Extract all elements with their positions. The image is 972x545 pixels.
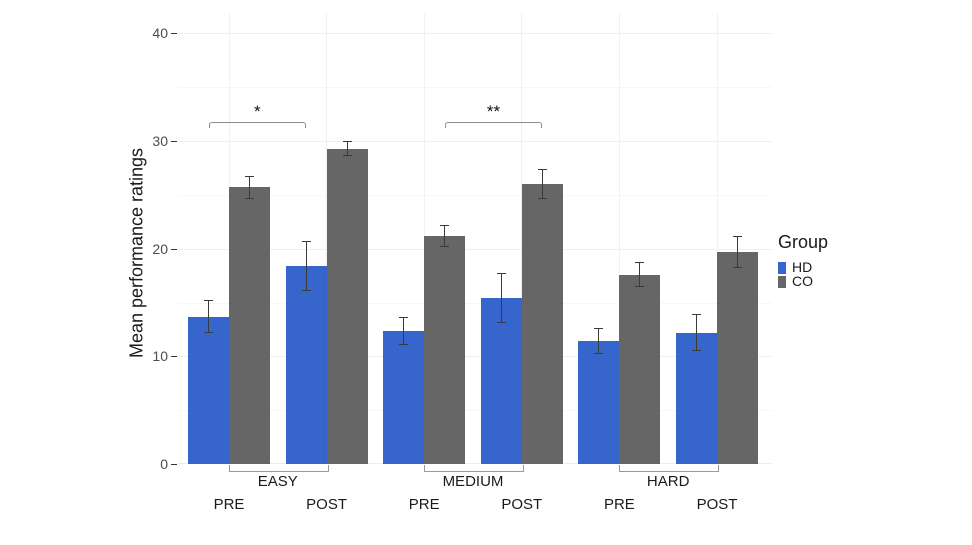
error-bar-co-easy-post-cap-bottom (342, 155, 352, 157)
y-tick-label: 40 (152, 25, 168, 42)
error-bar-co-hard-pre-cap-bottom (635, 286, 645, 288)
group-label-easy: EASY (257, 473, 298, 490)
error-bar-hd-medium-post-cap-top (496, 273, 506, 275)
error-bar-co-easy-pre (249, 175, 250, 200)
error-bar-co-easy-pre-cap-top (245, 175, 254, 177)
gridline-major (178, 33, 772, 35)
y-tick-label: 30 (152, 133, 168, 150)
significance-bracket (444, 121, 543, 128)
error-bar-hd-hard-post (696, 314, 697, 351)
error-bar-hd-medium-pre-cap-bottom (399, 343, 409, 345)
error-bar-co-medium-pre-cap-bottom (440, 245, 450, 247)
error-bar-hd-easy-post-cap-top (301, 241, 311, 243)
gridline-vertical (618, 13, 620, 464)
x-tick-label-pre: PRE (408, 496, 440, 513)
legend-key-hd (778, 261, 786, 274)
bar-hd-easy-post (285, 265, 327, 464)
error-bar-hd-hard-post-cap-bottom (692, 349, 701, 351)
y-tick-mark (171, 464, 177, 465)
x-tick-label-pre: PRE (213, 496, 245, 513)
error-bar-hd-hard-pre (598, 328, 600, 355)
y-tick-mark (171, 141, 177, 143)
error-bar-hd-easy-pre (208, 300, 209, 333)
axis-baseline (178, 463, 772, 464)
legend-item-co: CO (778, 273, 828, 289)
error-bar-hd-medium-post-cap-bottom (496, 321, 506, 323)
error-bar-co-easy-post (346, 141, 348, 157)
group-label-medium: MEDIUM (442, 473, 504, 490)
x-tick-label-pre: PRE (603, 496, 635, 513)
legend-title: Group (778, 232, 829, 252)
bar-co-medium-post (521, 184, 563, 464)
error-bar-hd-medium-post (500, 273, 502, 323)
significance-label: * (253, 101, 261, 121)
error-bar-co-hard-post-cap-bottom (733, 267, 742, 269)
x-tick-label-post: POST (306, 496, 348, 513)
error-bar-hd-medium-pre (403, 316, 405, 345)
error-bar-hd-easy-pre-cap-top (204, 300, 213, 302)
bar-hd-hard-post (676, 332, 717, 464)
error-bar-hd-hard-pre-cap-top (594, 328, 604, 330)
x-tick-label-post: POST (501, 496, 543, 513)
bar-co-hard-post (717, 251, 758, 464)
significance-label: ** (486, 101, 501, 121)
legend-item-hd: HD (778, 259, 828, 275)
legend-key-co (778, 275, 786, 288)
gridline-major (178, 356, 772, 358)
gridline-minor (178, 410, 772, 412)
gridline-major (178, 248, 772, 250)
error-bar-hd-easy-post-cap-bottom (301, 289, 311, 291)
y-axis-title: Mean performance ratings (126, 147, 147, 359)
bar-co-easy-post (326, 148, 368, 464)
error-bar-co-hard-post-cap-top (733, 235, 742, 237)
error-bar-co-hard-pre (639, 261, 641, 288)
error-bar-co-easy-post-cap-top (342, 141, 352, 143)
bar-co-hard-pre (619, 274, 661, 464)
x-tick-label-post: POST (696, 496, 738, 513)
legend-label: CO (792, 273, 813, 289)
bar-hd-medium-pre (383, 330, 425, 464)
y-tick-label: 0 (160, 456, 168, 472)
error-bar-hd-easy-post (305, 241, 307, 291)
error-bar-hd-easy-pre-cap-bottom (204, 331, 213, 333)
bar-co-medium-pre (424, 235, 466, 464)
error-bar-co-medium-pre (444, 225, 446, 247)
legend-items: HD CO (778, 259, 828, 289)
bar-co-easy-pre (229, 187, 270, 464)
gridline-minor (178, 302, 772, 304)
group-bracket-easy (229, 465, 329, 472)
error-bar-co-medium-post (541, 169, 543, 200)
bar-hd-medium-post (480, 298, 522, 464)
plot-panel: * ** (178, 13, 772, 464)
legend-label: HD (792, 259, 813, 275)
bar-hd-hard-pre (578, 341, 620, 464)
group-label-hard: HARD (646, 473, 690, 490)
legend: Group HD CO (778, 232, 828, 289)
y-tick-mark (171, 33, 177, 35)
error-bar-co-hard-post (737, 235, 738, 269)
error-bar-co-medium-post-cap-bottom (537, 198, 547, 200)
significance-bracket (208, 121, 307, 128)
error-bar-co-hard-pre-cap-top (635, 261, 645, 263)
y-tick-mark (171, 356, 177, 358)
bar-hd-easy-pre (188, 316, 229, 464)
error-bar-hd-hard-post-cap-top (692, 314, 701, 316)
group-bracket-hard (619, 465, 719, 472)
error-bar-co-medium-post-cap-top (537, 169, 547, 171)
error-bar-hd-medium-pre-cap-top (399, 316, 409, 318)
gridline-vertical (716, 13, 718, 464)
gridline-major (178, 141, 772, 143)
error-bar-co-medium-pre-cap-top (440, 225, 450, 227)
gridline-minor (178, 194, 772, 196)
y-tick-mark (171, 248, 177, 250)
gridline-minor (178, 87, 772, 89)
error-bar-hd-hard-pre-cap-bottom (594, 353, 604, 355)
error-bar-co-easy-pre-cap-bottom (245, 198, 254, 200)
group-bracket-medium (424, 465, 524, 472)
